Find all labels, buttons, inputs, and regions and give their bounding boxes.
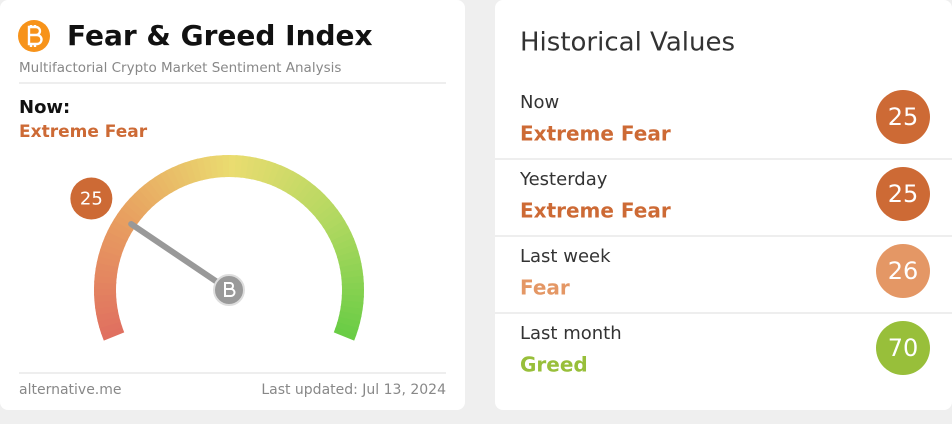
source: alternative.me — [19, 382, 122, 398]
now-label: Now: — [19, 97, 70, 118]
value: 25 — [888, 180, 919, 208]
history-title: Historical Values — [520, 28, 735, 58]
period: Last week — [520, 246, 611, 267]
period: Yesterday — [519, 169, 608, 190]
gauge-arc-segment — [344, 331, 346, 337]
last-updated: Last updated: Jul 13, 2024 — [261, 382, 446, 398]
now-classification: Extreme Fear — [19, 122, 148, 142]
subtitle: Multifactorial Crypto Market Sentiment A… — [19, 60, 341, 76]
classification: Greed — [520, 353, 588, 377]
classification: Extreme Fear — [520, 122, 671, 146]
period: Now — [520, 92, 559, 113]
title: Fear & Greed Index — [67, 19, 373, 52]
value: 25 — [888, 103, 919, 131]
value: 70 — [888, 334, 919, 362]
classification: Fear — [520, 276, 570, 300]
classification: Extreme Fear — [520, 199, 671, 223]
value: 26 — [888, 257, 919, 285]
value-label: 25 — [80, 189, 103, 210]
bitcoin-logo — [18, 20, 50, 52]
period: Last month — [520, 323, 622, 344]
